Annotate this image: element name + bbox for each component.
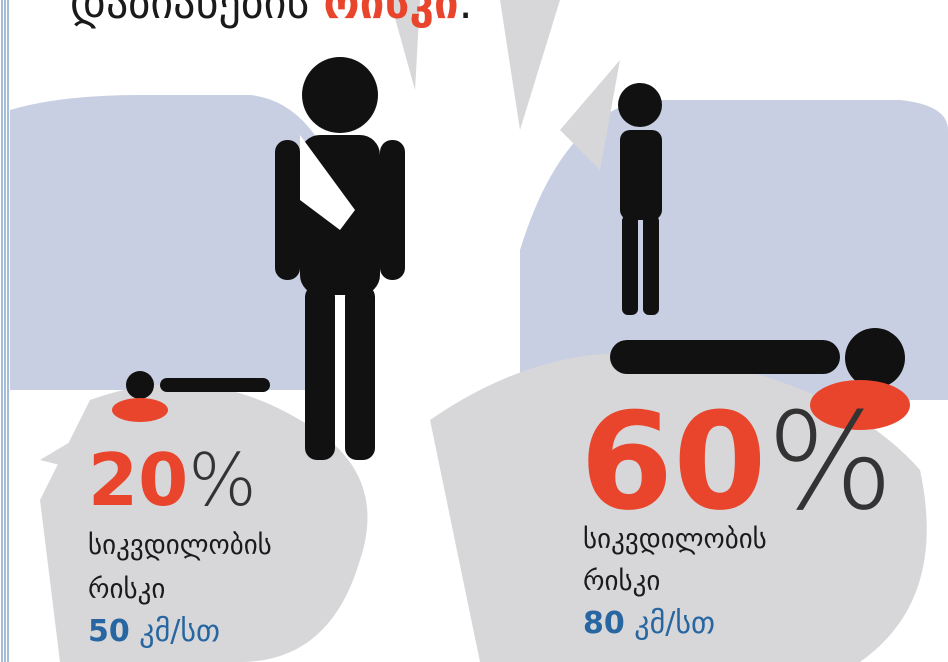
percent-sign: % <box>766 384 893 540</box>
speed: 80 კმ/სთ <box>583 606 715 641</box>
speed-unit: კმ/სთ <box>634 606 715 641</box>
title-highlight: რისკი <box>323 0 458 29</box>
percent: 20% <box>88 438 257 522</box>
speed-number: 50 <box>88 614 130 649</box>
title-text: დაზიანების <box>70 0 309 29</box>
label: სიკვდილობის <box>583 524 767 555</box>
title: დაზიანების რისკი. <box>70 0 473 29</box>
label: სიკვდილობის <box>88 530 272 561</box>
speed-number: 80 <box>583 606 625 641</box>
edge-stripes <box>2 0 8 662</box>
label: რისკი <box>583 566 660 597</box>
percent: 60% <box>580 395 894 529</box>
label: რისკი <box>88 574 165 605</box>
speed-unit: კმ/სთ <box>139 614 220 649</box>
percent-number: 60 <box>580 384 766 540</box>
infographic: დაზიანების რისკი. 20% სიკვდილობის რისკი … <box>0 0 948 662</box>
title-end: . <box>459 0 473 29</box>
illustration <box>0 0 948 662</box>
percent-sign: % <box>188 438 256 522</box>
percent-number: 20 <box>88 438 188 522</box>
speed: 50 კმ/სთ <box>88 614 220 649</box>
